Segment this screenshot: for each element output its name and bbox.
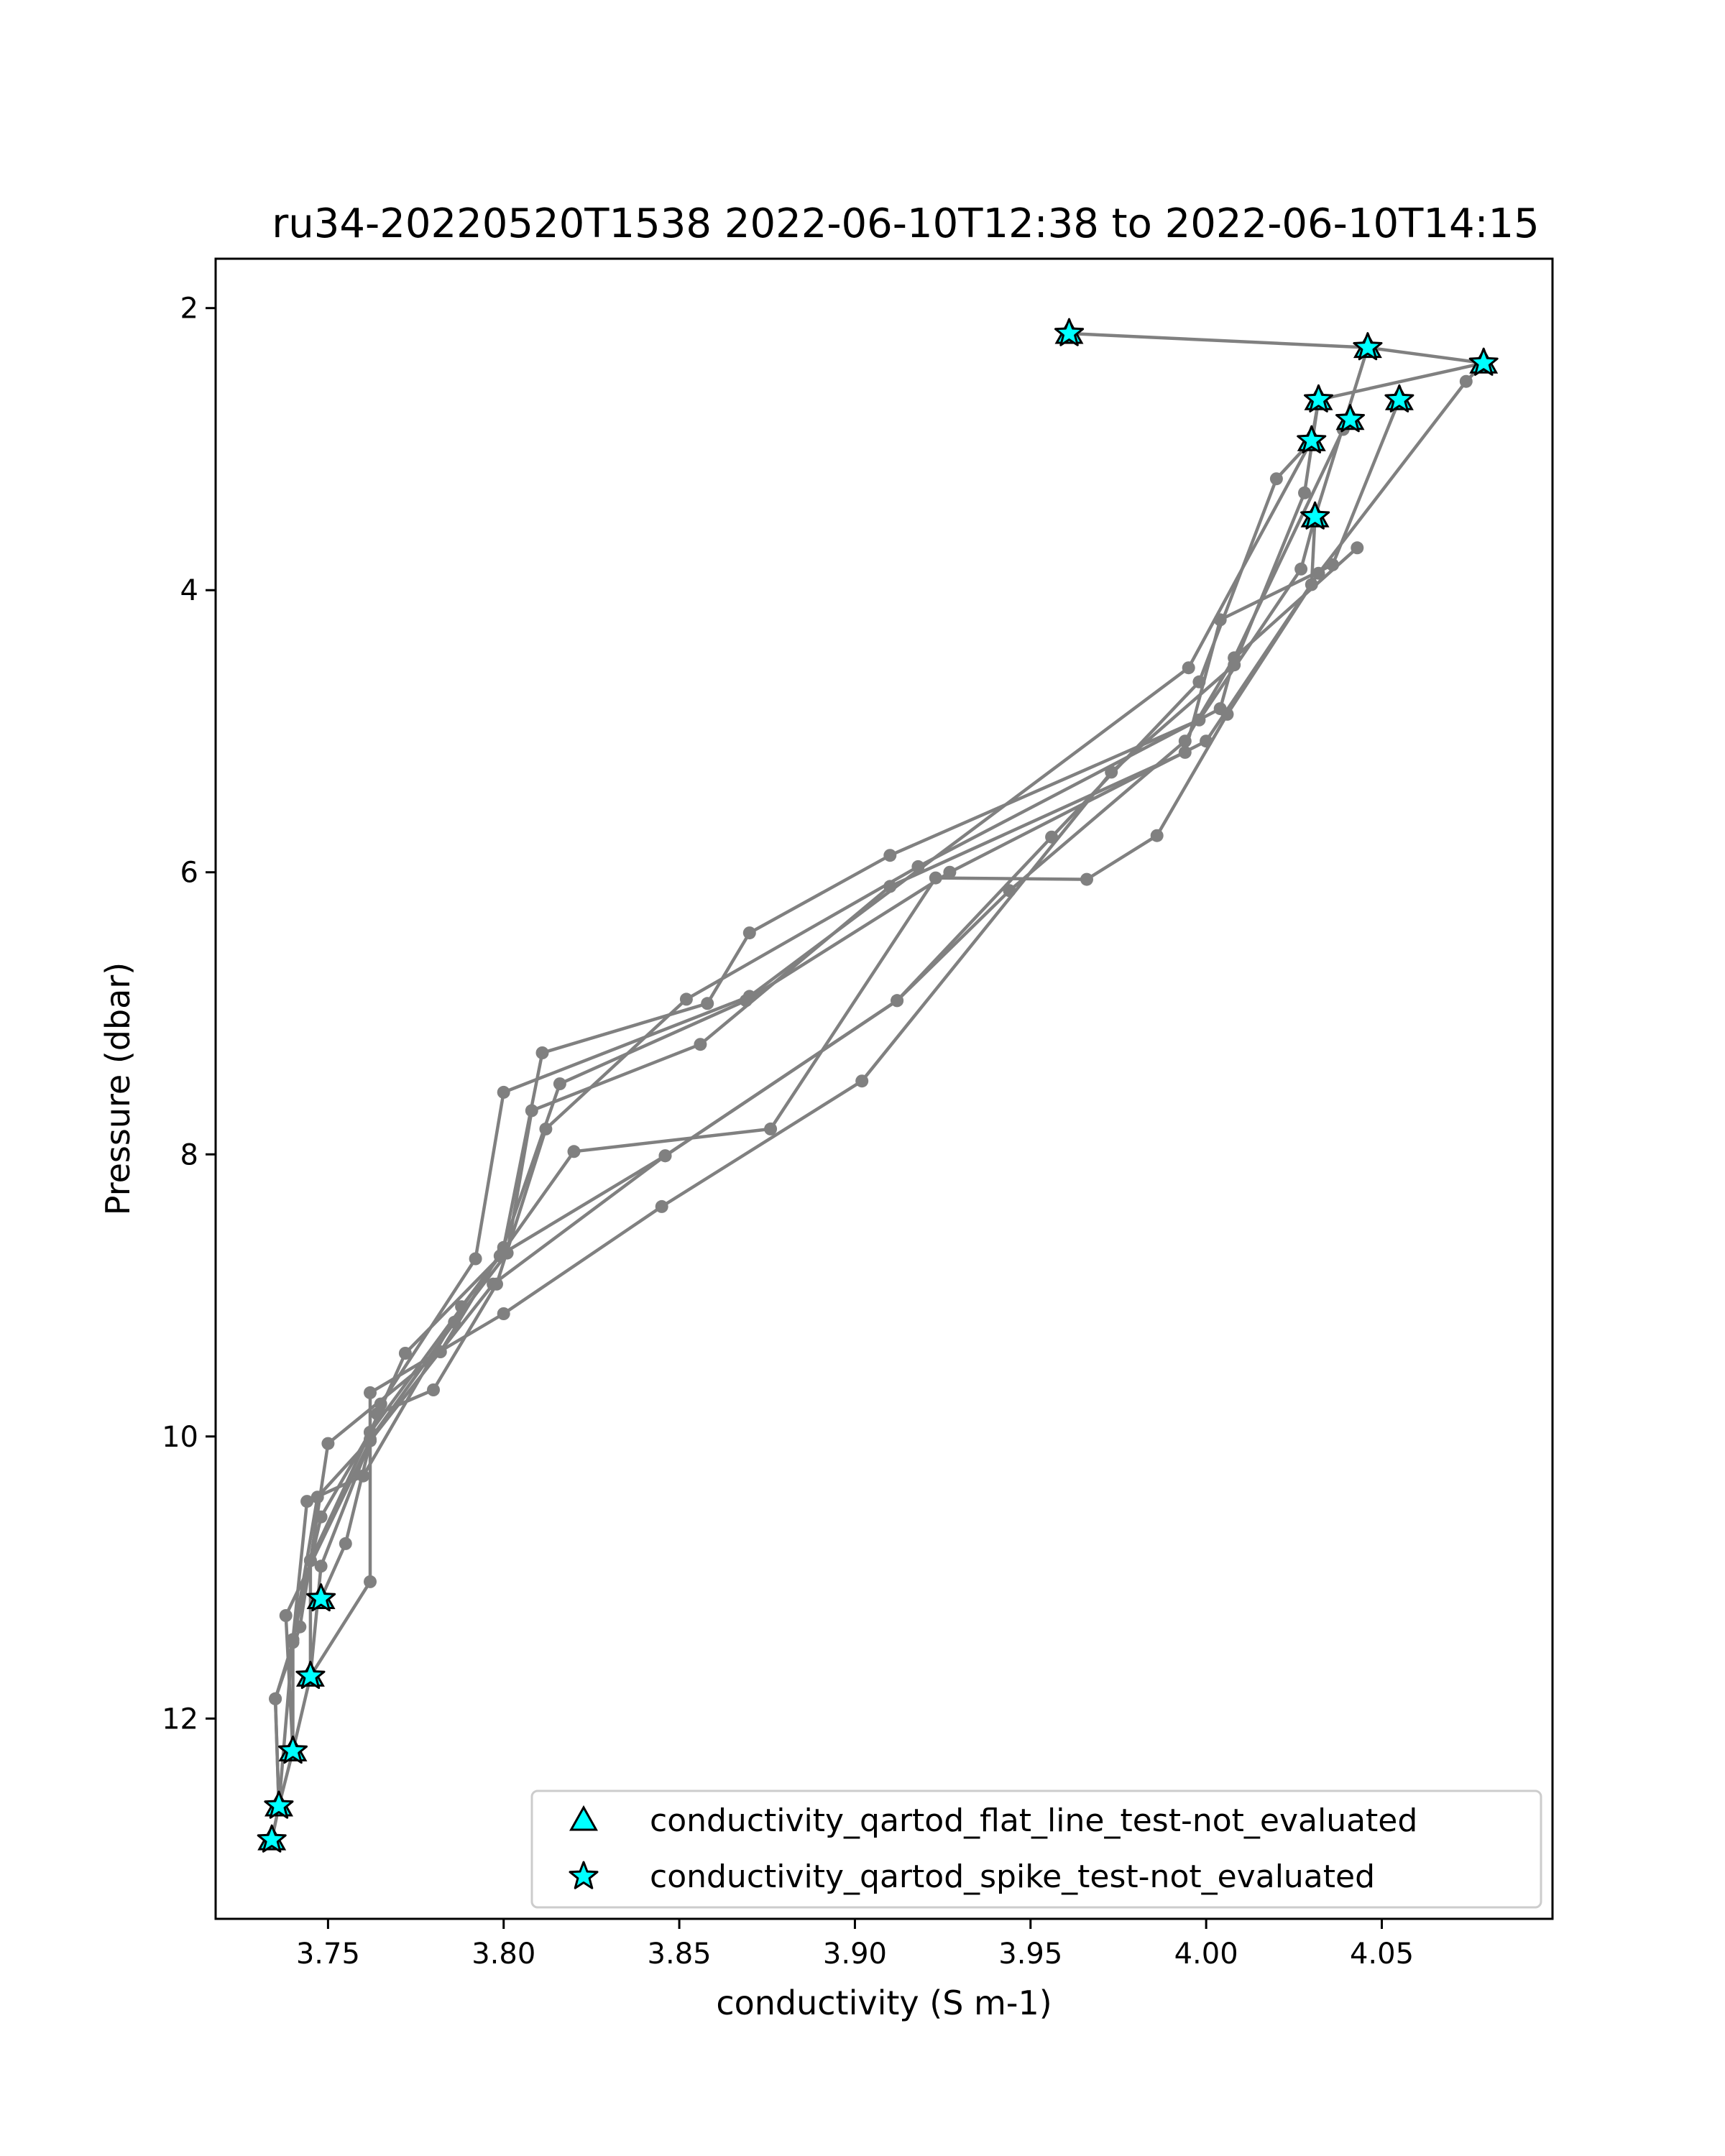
- data-point: [656, 1200, 668, 1213]
- data-point: [553, 1077, 566, 1090]
- data-point: [536, 1046, 549, 1059]
- data-point: [1192, 676, 1205, 688]
- data-point: [764, 1123, 777, 1135]
- data-point: [497, 1247, 510, 1260]
- x-tick-label: 4.05: [1350, 1938, 1414, 1971]
- y-tick-label: 10: [162, 1421, 198, 1454]
- y-tick-label: 6: [180, 857, 198, 890]
- data-point: [1294, 563, 1307, 576]
- data-point: [855, 1074, 868, 1087]
- data-point: [364, 1386, 377, 1399]
- x-tick-label: 4.00: [1174, 1938, 1238, 1971]
- data-point: [1179, 734, 1192, 747]
- legend: conductivity_qartod_flat_line_test-not_e…: [532, 1791, 1541, 1907]
- data-point: [891, 994, 903, 1007]
- data-point: [364, 1575, 377, 1588]
- chart-title: ru34-20220520T1538 2022-06-10T12:38 to 2…: [272, 201, 1539, 247]
- x-tick-label: 3.85: [648, 1938, 712, 1971]
- data-point: [929, 872, 942, 885]
- x-axis-label: conductivity (S m-1): [716, 1984, 1052, 2022]
- data-point: [1182, 661, 1195, 674]
- data-point: [280, 1609, 293, 1622]
- data-point: [364, 1426, 377, 1439]
- y-tick-label: 2: [180, 292, 198, 326]
- data-point: [1221, 708, 1234, 721]
- data-point: [1045, 831, 1058, 844]
- data-point: [1179, 746, 1192, 759]
- data-point: [1351, 541, 1363, 554]
- data-point: [743, 926, 756, 939]
- data-point: [1228, 651, 1241, 664]
- data-point: [568, 1145, 581, 1158]
- data-point: [1460, 375, 1473, 388]
- data-point: [497, 1307, 510, 1320]
- data-point: [1080, 873, 1093, 886]
- x-tick-label: 3.90: [823, 1938, 887, 1971]
- data-point: [1298, 487, 1311, 499]
- data-point: [315, 1511, 328, 1524]
- data-point: [539, 1123, 552, 1135]
- y-axis-label: Pressure (dbar): [98, 962, 137, 1215]
- data-point: [1003, 884, 1016, 897]
- data-point: [339, 1537, 352, 1550]
- data-point: [497, 1086, 510, 1099]
- data-point: [311, 1491, 324, 1503]
- data-point: [659, 1149, 672, 1162]
- data-point: [487, 1278, 500, 1291]
- y-tick-label: 4: [180, 574, 198, 607]
- data-point: [680, 992, 693, 1005]
- data-point: [469, 1253, 482, 1266]
- chart-figure: ru34-20220520T1538 2022-06-10T12:38 to 2…: [0, 0, 1725, 2156]
- legend-entry-label: conductivity_qartod_flat_line_test-not_e…: [650, 1802, 1417, 1839]
- x-tick-label: 3.80: [472, 1938, 535, 1971]
- x-tick-label: 3.95: [998, 1938, 1062, 1971]
- legend-entry-label: conductivity_qartod_spike_test-not_evalu…: [650, 1858, 1375, 1895]
- x-tick-label: 3.75: [296, 1938, 360, 1971]
- y-tick-label: 12: [162, 1703, 198, 1736]
- data-point: [701, 997, 714, 1010]
- data-point: [427, 1383, 440, 1396]
- data-point: [911, 860, 924, 873]
- data-point: [1151, 829, 1164, 842]
- data-point: [321, 1437, 334, 1450]
- y-tick-label: 8: [180, 1138, 198, 1171]
- data-point: [694, 1038, 707, 1051]
- data-point: [883, 849, 896, 862]
- data-point: [269, 1692, 282, 1705]
- data-point: [525, 1104, 538, 1117]
- data-point: [1270, 472, 1283, 485]
- data-point: [399, 1347, 412, 1360]
- data-point: [287, 1633, 300, 1646]
